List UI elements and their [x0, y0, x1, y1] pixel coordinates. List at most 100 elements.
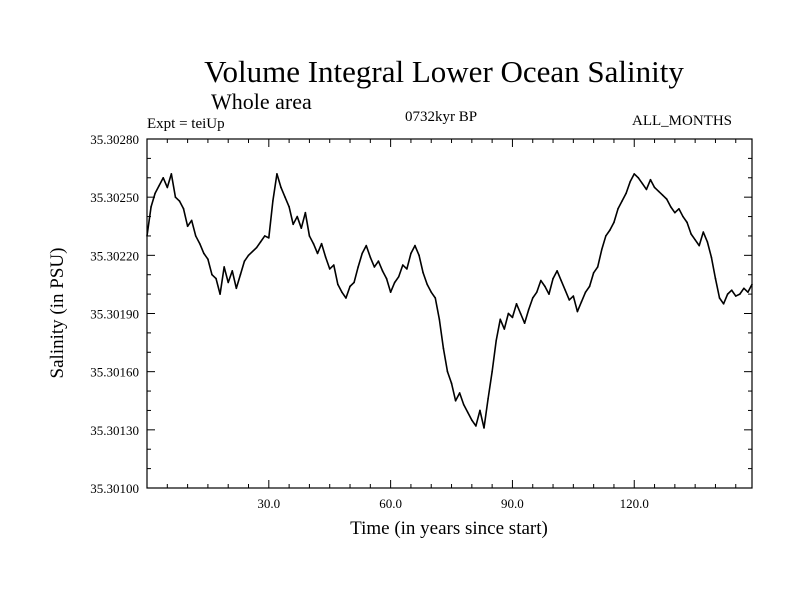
series-segment — [154, 184, 160, 195]
y-tick-label: 35.30280 — [90, 132, 139, 147]
series-segment — [560, 279, 567, 292]
series-segment — [231, 270, 238, 290]
series-segment — [442, 347, 449, 373]
series-segment — [308, 235, 315, 245]
series-segment — [686, 221, 692, 235]
series-segment — [373, 260, 380, 268]
series-segment — [674, 208, 680, 214]
y-tick-label: 35.30250 — [90, 190, 139, 205]
series-segment — [377, 260, 384, 272]
series-segment — [219, 266, 225, 295]
series-layer — [146, 173, 753, 429]
series-segment — [341, 291, 347, 299]
series-segment — [669, 206, 676, 214]
series-segment — [739, 287, 745, 295]
series-segment — [288, 206, 294, 226]
series-segment — [462, 403, 469, 414]
series-segment — [613, 208, 619, 224]
series-segment — [690, 233, 696, 241]
series-segment — [479, 409, 485, 429]
series-segment — [523, 308, 530, 324]
series-segment — [402, 264, 408, 270]
series-segment — [519, 312, 526, 324]
series-segment — [645, 178, 652, 191]
series-segment — [665, 198, 672, 208]
series-segment — [649, 178, 656, 189]
series-segment — [491, 339, 497, 373]
series-segment — [300, 211, 307, 229]
x-axis-label: Time (in years since start) — [350, 518, 548, 539]
series-segment — [207, 258, 213, 276]
series-segment — [406, 252, 412, 270]
series-segment — [357, 252, 364, 268]
series-segment — [531, 291, 538, 299]
series-segment — [162, 176, 169, 189]
series-segment — [600, 235, 607, 251]
series-segment — [702, 231, 709, 243]
series-segment — [454, 392, 461, 402]
series-segment — [304, 211, 311, 237]
series-segment — [722, 293, 729, 305]
series-segment — [203, 252, 209, 261]
series-segment — [349, 281, 355, 288]
series-segment — [588, 271, 595, 288]
series-segment — [730, 289, 737, 297]
series-segment — [361, 244, 368, 255]
series-segment — [426, 283, 433, 293]
series-segment — [422, 271, 428, 286]
series-segment — [365, 244, 372, 259]
series-segment — [259, 235, 266, 243]
y-axis-label: Salinity (in PSU) — [47, 248, 68, 379]
period-label: 0732kyr BP — [405, 109, 478, 125]
series-segment — [682, 215, 688, 224]
series-segment — [499, 318, 506, 330]
series-segment — [182, 208, 189, 228]
series-segment — [450, 382, 457, 402]
series-segment — [527, 297, 534, 311]
series-segment — [471, 419, 477, 427]
series-segment — [678, 208, 684, 218]
series-segment — [726, 289, 733, 295]
series-segment — [320, 242, 327, 259]
series-segment — [389, 281, 396, 293]
series-segment — [621, 192, 627, 202]
series-segment — [641, 182, 648, 191]
series-segment — [418, 254, 424, 274]
series-segment — [198, 242, 205, 255]
series-segment — [255, 240, 262, 249]
series-segment — [564, 289, 571, 301]
series-segment — [434, 297, 441, 321]
series-segment — [292, 215, 299, 226]
series-segment — [657, 190, 664, 197]
series-segment — [515, 303, 522, 315]
series-segment — [584, 285, 591, 293]
series-segment — [430, 291, 437, 299]
series-segment — [629, 173, 636, 183]
series-segment — [276, 173, 282, 189]
series-segment — [239, 260, 246, 276]
series-segment — [483, 398, 489, 429]
series-segment — [223, 266, 230, 284]
series-segment — [280, 186, 286, 198]
series-segment — [511, 303, 518, 319]
series-segment — [353, 266, 359, 284]
series-segment — [548, 277, 554, 295]
series-segment — [410, 244, 416, 255]
series-segment — [617, 200, 623, 210]
series-segment — [268, 200, 274, 239]
series-segment — [714, 277, 721, 299]
series-segment — [487, 370, 493, 400]
series-segment — [568, 295, 575, 301]
series-segment — [150, 192, 156, 208]
x-tick-label: 30.0 — [257, 496, 280, 511]
series-segment — [535, 279, 542, 293]
series-segment — [475, 409, 481, 427]
months-label: ALL_MONTHS — [632, 113, 732, 129]
y-tick-label: 35.30190 — [90, 307, 139, 322]
series-segment — [235, 273, 242, 290]
series-segment — [345, 285, 351, 299]
series-segment — [158, 176, 165, 187]
y-tick-label: 35.30160 — [90, 365, 139, 380]
y-tick-label: 35.30130 — [90, 423, 139, 438]
series-segment — [556, 270, 562, 282]
